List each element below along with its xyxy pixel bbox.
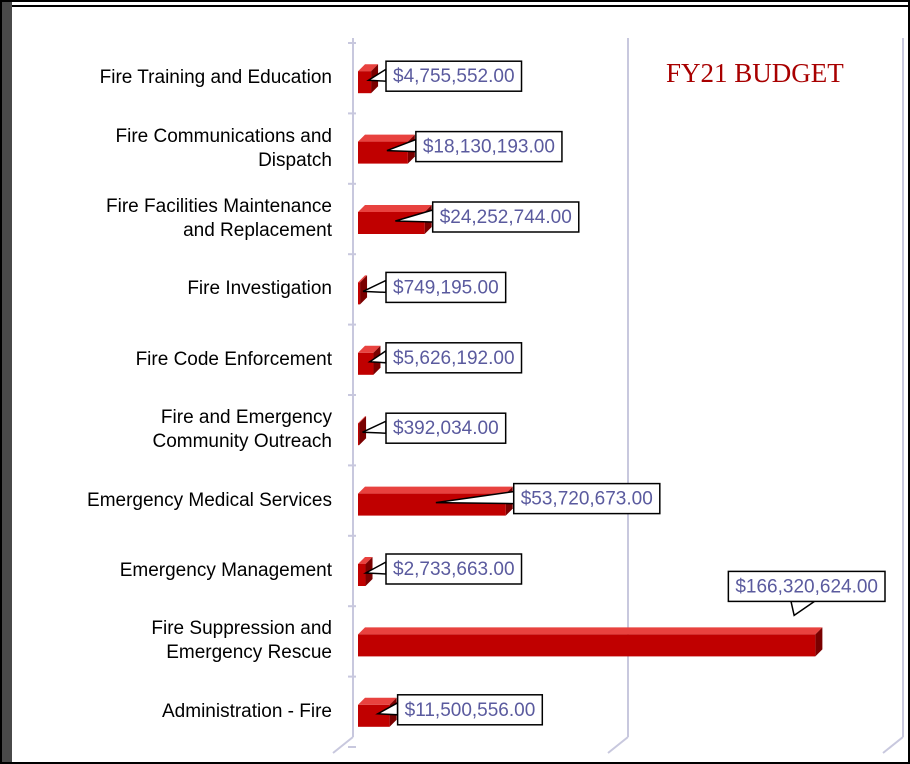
- grid-line-floor: [607, 736, 629, 754]
- value-label: $24,252,744.00: [440, 207, 572, 228]
- value-label: $18,130,193.00: [423, 137, 555, 158]
- bar-top: [358, 486, 513, 494]
- callout-box: [431, 201, 580, 233]
- bar-top: [358, 345, 381, 353]
- category-label: Emergency Management: [119, 560, 332, 581]
- bar-top: [358, 64, 379, 72]
- bar-end: [360, 275, 368, 305]
- category-label: Fire Suppression and Emergency Rescue: [151, 618, 332, 664]
- bar-end: [359, 416, 367, 446]
- value-label: $5,626,192.00: [393, 348, 515, 369]
- category-label: Fire Code Enforcement: [135, 348, 332, 370]
- bar-end: [815, 627, 823, 657]
- bar-top: [358, 134, 415, 142]
- value-label: $11,500,556.00: [405, 700, 536, 721]
- bar-top: [358, 627, 823, 635]
- callout-box: [385, 342, 523, 374]
- value-label: $2,733,663.00: [393, 559, 515, 580]
- bar: [358, 423, 360, 446]
- annotation: FY21 BUDGET: [666, 58, 844, 88]
- category-label: Fire Facilities Maintenance and Replacem…: [106, 196, 332, 241]
- category-label: Fire Training and Education: [99, 67, 332, 89]
- value-label: $749,195.00: [393, 277, 499, 298]
- value-label: $166,320,624.00: [735, 576, 878, 597]
- grid-line-floor: [332, 736, 354, 754]
- bar-top: [358, 416, 367, 424]
- value-label: $53,720,673.00: [521, 489, 653, 510]
- bar-top: [358, 205, 432, 212]
- left-strip: [0, 0, 12, 764]
- callout-box: [385, 412, 507, 444]
- bar-top: [358, 557, 373, 564]
- category-label: Fire Communications and Dispatch: [115, 125, 332, 171]
- bar: [358, 352, 374, 375]
- grid-line-floor: [882, 736, 904, 754]
- category-label: Administration - Fire: [162, 700, 332, 722]
- category-label: Emergency Medical Services: [87, 489, 332, 511]
- category-label: Fire and Emergency Community Outreach: [152, 407, 332, 453]
- callout-box: [727, 570, 886, 603]
- callout-box: [385, 553, 523, 585]
- bar: [358, 634, 816, 657]
- callout-box: [396, 694, 544, 726]
- value-label: $4,755,552.00: [393, 66, 515, 87]
- bar: [358, 564, 366, 586]
- bar-top: [358, 275, 368, 283]
- callout-box: [512, 482, 661, 515]
- callout-box: [385, 271, 507, 304]
- bar: [358, 282, 361, 305]
- bar: [358, 71, 372, 94]
- bar: [358, 704, 390, 727]
- bar-top: [358, 697, 397, 705]
- callout-box: [385, 60, 523, 92]
- category-label: Fire Investigation: [187, 278, 332, 300]
- value-label: $392,034.00: [393, 418, 499, 439]
- callout-box: [415, 130, 563, 163]
